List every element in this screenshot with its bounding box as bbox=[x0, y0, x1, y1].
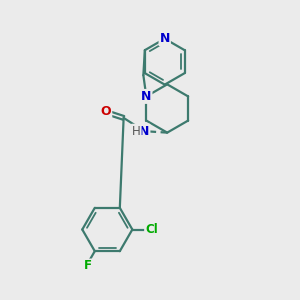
Text: N: N bbox=[160, 32, 170, 45]
Text: N: N bbox=[141, 90, 152, 103]
Text: Cl: Cl bbox=[145, 223, 158, 236]
Text: F: F bbox=[83, 260, 92, 272]
Text: O: O bbox=[101, 105, 111, 118]
Text: H: H bbox=[132, 125, 141, 138]
Text: N: N bbox=[139, 125, 149, 138]
